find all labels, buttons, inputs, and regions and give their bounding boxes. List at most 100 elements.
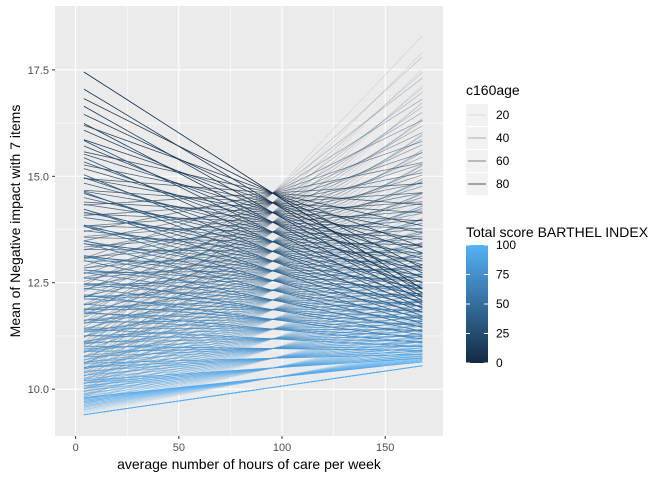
series-line (83, 277, 423, 336)
series-line (83, 337, 423, 363)
y-axis-title: Mean of Negative impact with 7 items (7, 105, 23, 338)
series-line (83, 292, 423, 332)
series-line (83, 71, 423, 290)
series-line (83, 314, 423, 370)
series-lines (83, 35, 423, 416)
legend-barthel: Total score BARTHEL INDEX 0 25 50 75 100 (466, 224, 649, 370)
legend-age-key-box (466, 127, 488, 149)
series-line (83, 348, 423, 414)
colorbar-label: 25 (496, 327, 510, 341)
series-line (83, 114, 423, 274)
y-tick-label: 10.0 (28, 384, 49, 396)
series-line (83, 225, 423, 324)
x-tick-label: 0 (73, 442, 79, 454)
series-line (83, 140, 423, 305)
series-line (83, 361, 423, 398)
series-line (83, 72, 423, 368)
series-line (83, 124, 423, 248)
x-axis-title: average number of hours of care per week (117, 456, 382, 472)
legend-age-keys: 20 40 60 80 (466, 104, 510, 195)
series-line (83, 177, 423, 241)
series-line (83, 347, 423, 372)
series-line (83, 263, 423, 324)
series-line (83, 345, 423, 352)
series-line (83, 350, 423, 412)
series-line (83, 156, 423, 305)
series-line (83, 98, 423, 269)
series-line (83, 177, 423, 293)
series-line (83, 243, 423, 276)
series-line (83, 168, 423, 266)
series-line (83, 92, 423, 343)
legend-age-label: 20 (496, 108, 510, 122)
x-tick-label: 50 (173, 442, 185, 454)
series-line (83, 164, 423, 234)
series-line (83, 328, 423, 374)
series-line (83, 226, 423, 289)
legend-age-label: 80 (496, 177, 510, 191)
series-line (83, 294, 423, 340)
series-line (83, 260, 423, 332)
series-line (83, 240, 423, 313)
legend-age-key-box (466, 104, 488, 126)
x-tick-label: 150 (376, 442, 394, 454)
y-tick-label: 17.5 (28, 65, 49, 77)
series-line (83, 201, 423, 222)
series-line (83, 317, 423, 345)
series-line (83, 145, 423, 284)
series-line (83, 341, 423, 380)
legend-barthel-keys: 0 25 50 75 100 (466, 238, 516, 370)
series-line (83, 357, 423, 381)
legend-age: c160age 20 40 60 80 (466, 82, 520, 195)
y-tick-label: 12.5 (28, 278, 49, 290)
series-line (83, 335, 423, 343)
series-line (83, 240, 423, 295)
series-line (83, 208, 423, 303)
series-line (83, 353, 423, 364)
series-line (83, 303, 423, 332)
series-line (83, 316, 423, 324)
series-line (83, 210, 423, 237)
series-line (83, 287, 423, 328)
series-line (83, 88, 423, 294)
series-line (83, 174, 423, 283)
legend-age-label: 40 (496, 131, 510, 145)
legend-barthel-title: Total score BARTHEL INDEX (466, 224, 649, 240)
series-line (83, 322, 423, 404)
series-line (83, 256, 423, 318)
series-line (83, 327, 423, 331)
series-line (83, 311, 423, 344)
axes: 0 50 100 150 10.0 12.5 15.0 17.5 (28, 65, 395, 454)
colorbar-label: 100 (496, 238, 516, 252)
colorbar (466, 245, 488, 363)
series-line (83, 301, 423, 342)
series-line (83, 201, 423, 227)
series-line (83, 151, 423, 227)
series-line (83, 256, 423, 283)
x-tick-label: 100 (273, 442, 291, 454)
series-line (83, 345, 423, 351)
y-tick-label: 15.0 (28, 171, 49, 183)
series-line (83, 153, 423, 260)
series-line (83, 338, 423, 384)
series-line (83, 192, 423, 260)
series-line (83, 102, 423, 373)
series-line (83, 191, 423, 317)
series-line (83, 312, 423, 325)
colorbar-label: 75 (496, 268, 510, 282)
series-line (83, 365, 423, 416)
series-line (83, 162, 423, 233)
series-line (83, 283, 423, 321)
series-line (83, 84, 423, 396)
legend-age-title: c160age (466, 82, 520, 98)
legend-age-label: 60 (496, 154, 510, 168)
series-line (83, 242, 423, 328)
series-line (83, 174, 423, 313)
series-line (83, 139, 423, 254)
series-line (83, 341, 423, 358)
colorbar-label: 0 (496, 356, 503, 370)
series-line (83, 157, 423, 309)
series-line (83, 193, 423, 298)
series-line (83, 274, 423, 311)
